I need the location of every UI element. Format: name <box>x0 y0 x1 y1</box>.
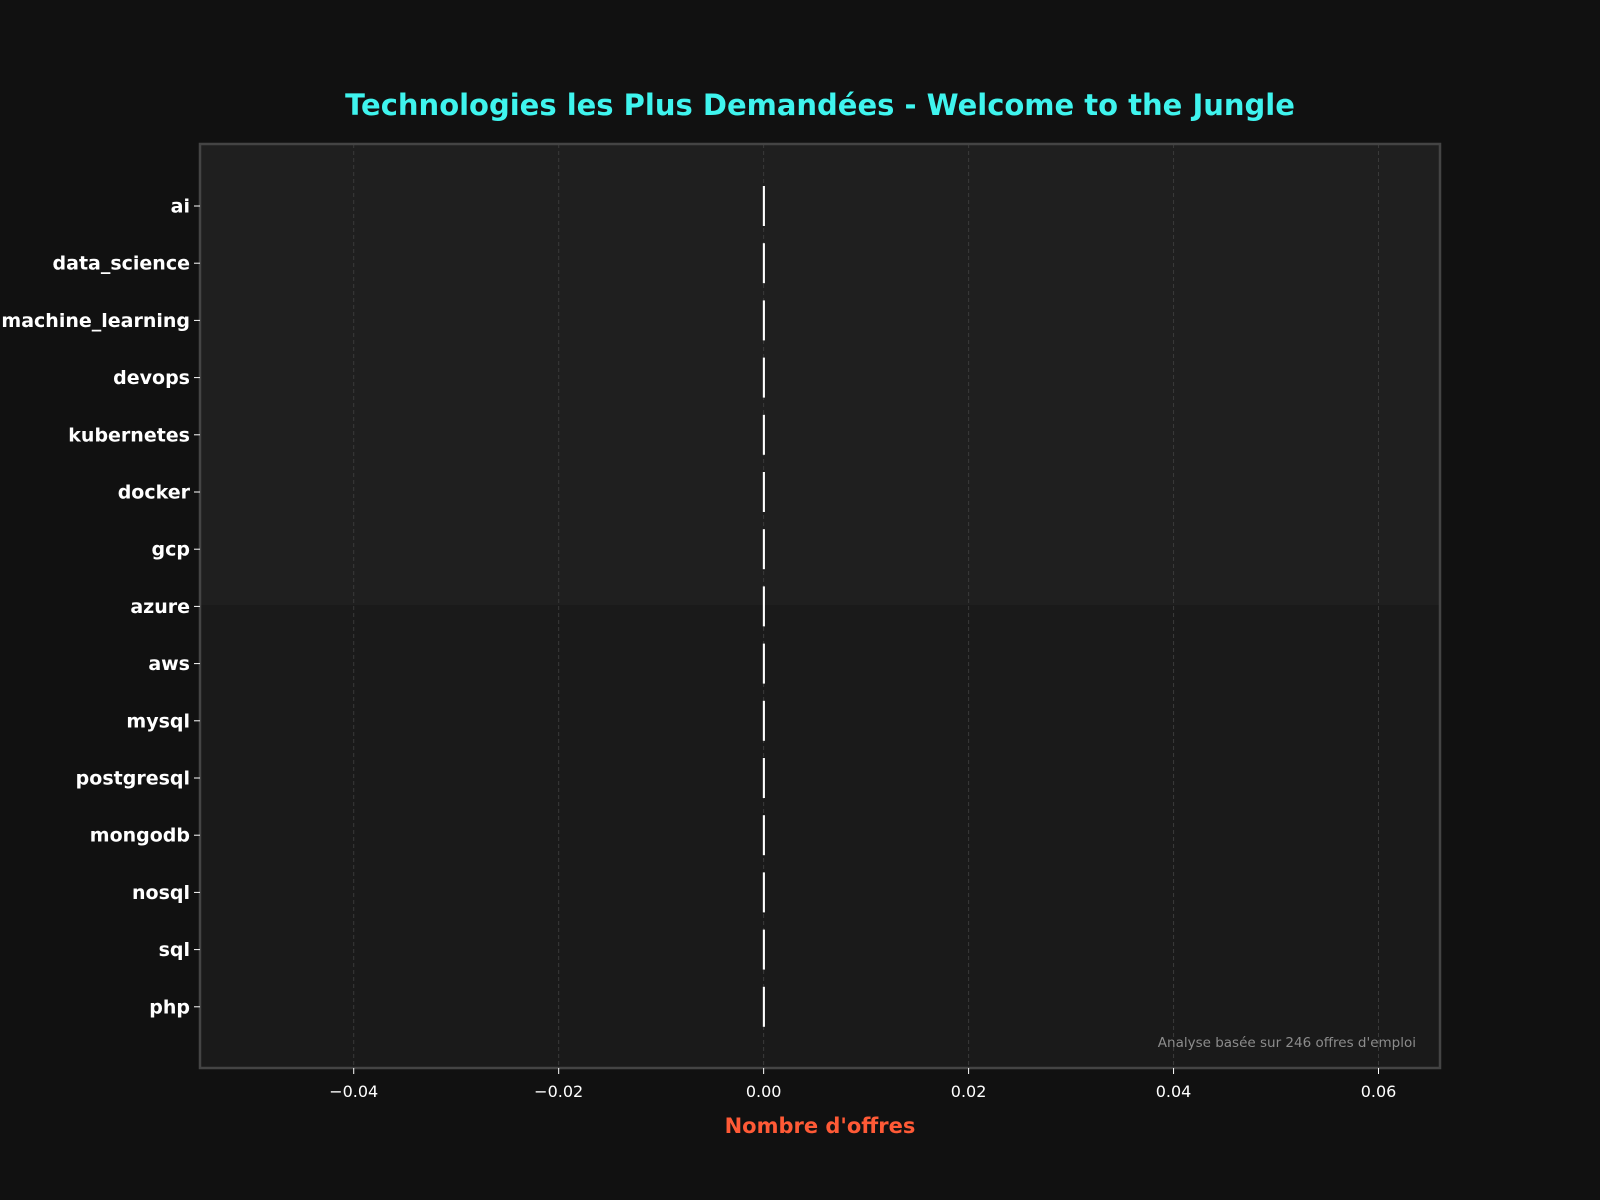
bar <box>762 758 765 798</box>
bar <box>762 700 765 741</box>
bar <box>762 472 765 512</box>
y-tick-label: mongodb <box>90 825 190 847</box>
bar <box>762 872 765 913</box>
y-tick-label: aws <box>148 653 190 675</box>
bar <box>762 357 765 398</box>
y-tick-label: docker <box>118 482 191 504</box>
y-tick-label: data_science <box>53 253 190 275</box>
y-tick-label: devops <box>113 367 190 389</box>
x-tick-label: −0.04 <box>329 1082 378 1101</box>
y-tick-label: azure <box>130 596 190 618</box>
bar <box>762 300 765 341</box>
bars <box>762 186 765 1027</box>
bar <box>762 186 765 226</box>
x-tick-label: 0.04 <box>1156 1082 1192 1101</box>
bar <box>762 529 765 570</box>
x-tick-label: 0.06 <box>1361 1082 1397 1101</box>
y-tick-label: machine_learning <box>1 310 190 332</box>
y-tick-label: ai <box>171 196 190 218</box>
x-tick-labels: −0.04 −0.02 0.00 0.02 0.04 0.06 <box>329 1068 1396 1101</box>
x-tick-label: 0.02 <box>951 1082 987 1101</box>
bar <box>762 815 765 856</box>
x-tick-label: −0.02 <box>534 1082 583 1101</box>
bar <box>762 929 765 970</box>
chart-title: Technologies les Plus Demandées - Welcom… <box>345 88 1295 122</box>
y-tick-label: php <box>149 996 190 1018</box>
y-tick-label: kubernetes <box>68 424 190 446</box>
y-tick-label: postgresql <box>76 768 190 790</box>
y-tick-label: gcp <box>152 539 190 561</box>
bar <box>762 414 765 455</box>
annotation-note: Analyse basée sur 246 offres d'emploi <box>1158 1035 1416 1051</box>
bar <box>762 986 765 1027</box>
plot-area-upper-band <box>200 144 1440 605</box>
bar <box>762 586 765 627</box>
x-tick-label: 0.00 <box>746 1082 782 1101</box>
bar <box>762 243 765 284</box>
y-tick-label: nosql <box>132 882 190 904</box>
bar <box>762 643 765 684</box>
y-tick-label: sql <box>159 939 190 961</box>
x-axis-label: Nombre d'offres <box>725 1114 916 1138</box>
y-tick-label: mysql <box>126 710 190 732</box>
